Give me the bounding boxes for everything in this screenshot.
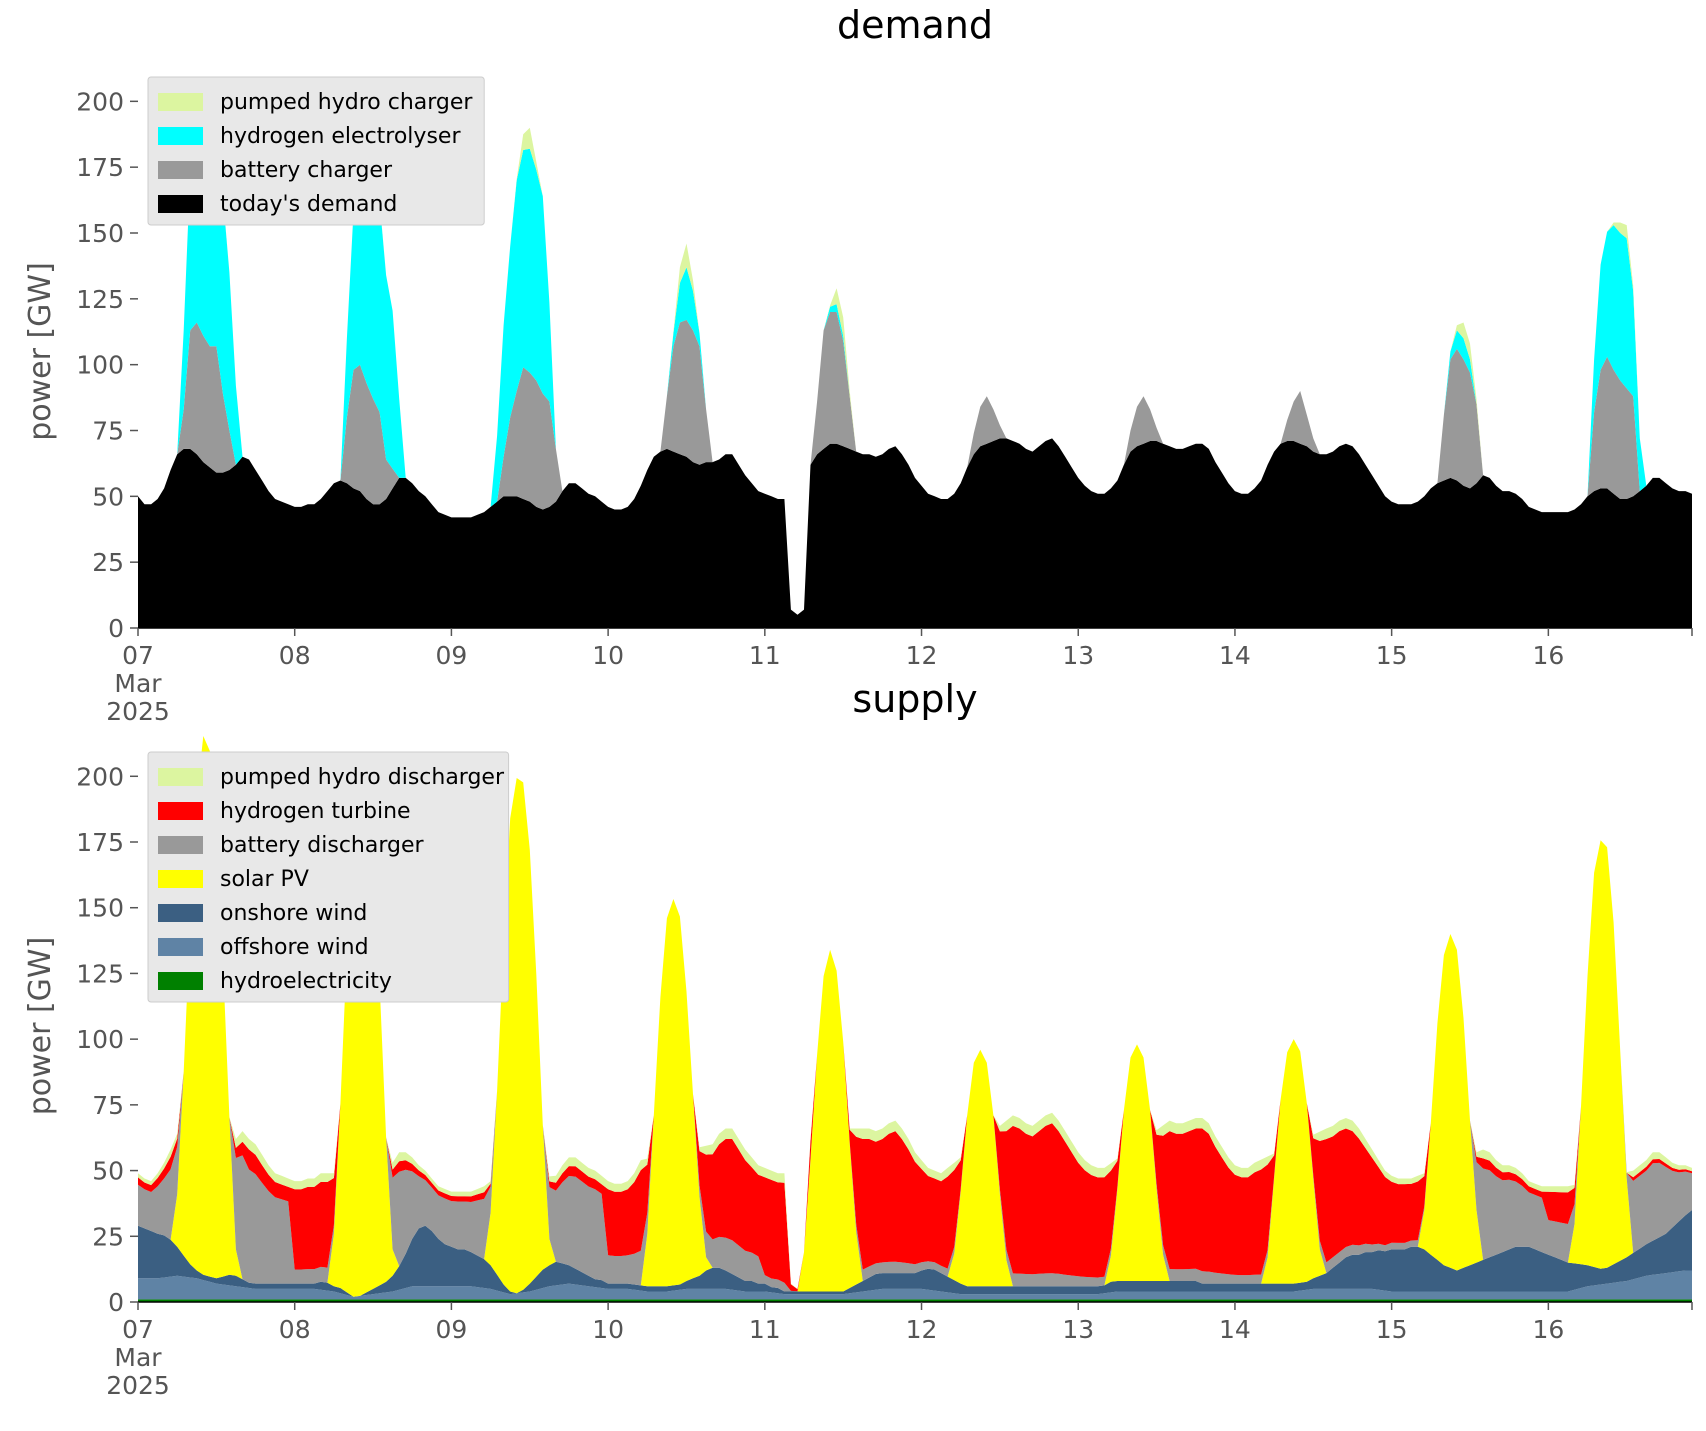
x-tick-label: 16 bbox=[1532, 641, 1564, 670]
x-tick-label: 07 bbox=[122, 641, 154, 670]
area-battery-charger bbox=[138, 312, 1692, 615]
x-tick-label: 13 bbox=[1062, 641, 1094, 670]
legend-label-battery-discharger: battery discharger bbox=[220, 833, 425, 858]
legend-swatch-solar-pv bbox=[158, 870, 203, 888]
legend: pumped hydro charger hydrogen electrolyse… bbox=[147, 76, 485, 226]
y-tick-label: 125 bbox=[76, 285, 124, 314]
y-tick-label: 100 bbox=[76, 1025, 124, 1054]
x-tick-label: 07 bbox=[122, 1315, 154, 1344]
y-tick-label: 50 bbox=[92, 1157, 124, 1186]
legend-swatch-onshore-wind bbox=[158, 904, 203, 922]
legend-swatch-today-s-demand bbox=[158, 195, 203, 213]
area-hydrogen-turbine bbox=[138, 736, 1692, 1292]
legend-label-solar-pv: solar PV bbox=[220, 867, 309, 892]
x-tick-label: 15 bbox=[1376, 1315, 1408, 1344]
legend-swatch-hydrogen-turbine bbox=[158, 802, 203, 820]
x-tick-label: 13 bbox=[1062, 1315, 1094, 1344]
legend-swatch-battery-discharger bbox=[158, 836, 203, 854]
x-tick-label: 14 bbox=[1219, 1315, 1251, 1344]
y-tick-label: 200 bbox=[76, 762, 124, 791]
x-tick-label: 08 bbox=[279, 641, 311, 670]
x-tick-label: 09 bbox=[436, 1315, 468, 1344]
legend-label-hydroelectricity: hydroelectricity bbox=[220, 969, 392, 994]
legend-swatch-hydroelectricity bbox=[158, 972, 203, 990]
y-tick-label: 0 bbox=[108, 1288, 124, 1317]
y-tick-label: 100 bbox=[76, 351, 124, 380]
area-hydrogen-electrolyser bbox=[138, 98, 1692, 615]
x-tick-sublabel: Mar bbox=[114, 669, 162, 698]
x-tick-sublabel: 2025 bbox=[106, 697, 170, 726]
x-tick-label: 12 bbox=[906, 641, 938, 670]
area-onshore-wind bbox=[138, 1210, 1692, 1297]
legend-box bbox=[147, 751, 510, 1003]
x-tick-label: 10 bbox=[592, 641, 624, 670]
chart-title: supply bbox=[852, 677, 977, 721]
y-tick-label: 0 bbox=[108, 614, 124, 643]
area-battery-discharger bbox=[138, 736, 1692, 1292]
x-tick-label: 16 bbox=[1532, 1315, 1564, 1344]
x-tick-label: 12 bbox=[906, 1315, 938, 1344]
x-tick-label: 09 bbox=[436, 641, 468, 670]
y-tick-label: 175 bbox=[76, 153, 124, 182]
y-axis-label: power [GW] bbox=[23, 262, 58, 441]
legend-swatch-pumped-hydro-charger bbox=[158, 93, 203, 111]
chart-title: demand bbox=[837, 3, 993, 47]
legend-label-pumped-hydro-discharger: pumped hydro discharger bbox=[220, 765, 505, 790]
y-axis-label: power [GW] bbox=[23, 937, 58, 1116]
legend-swatch-pumped-hydro-discharger bbox=[158, 768, 203, 786]
legend-label-offshore-wind: offshore wind bbox=[220, 935, 369, 960]
legend: pumped hydro discharger hydrogen turbine b… bbox=[147, 751, 510, 1003]
y-tick-label: 25 bbox=[92, 548, 124, 577]
y-tick-label: 50 bbox=[92, 482, 124, 511]
legend-swatch-battery-charger bbox=[158, 161, 203, 179]
chart-panel-supply: supply power [GW] 0 25 50 75 100 125 150 175 200 07… bbox=[23, 677, 1693, 1400]
y-tick-label: 175 bbox=[76, 828, 124, 857]
legend-label-pumped-hydro-charger: pumped hydro charger bbox=[220, 90, 473, 115]
chart-panel-demand: demand power [GW] 0 25 50 75 100 125 150 175 200 07… bbox=[23, 3, 1693, 726]
y-tick-label: 150 bbox=[76, 219, 124, 248]
legend-label-onshore-wind: onshore wind bbox=[220, 901, 367, 926]
x-tick-label: 11 bbox=[749, 1315, 781, 1344]
x-tick-label: 11 bbox=[749, 641, 781, 670]
y-tick-label: 200 bbox=[76, 87, 124, 116]
y-tick-label: 75 bbox=[92, 417, 124, 446]
area-offshore-wind bbox=[138, 1270, 1692, 1300]
legend-label-battery-charger: battery charger bbox=[220, 158, 393, 183]
x-tick-label: 08 bbox=[279, 1315, 311, 1344]
y-tick-label: 75 bbox=[92, 1091, 124, 1120]
area-solar-pv bbox=[138, 736, 1692, 1297]
y-tick-label: 150 bbox=[76, 894, 124, 923]
area-today-s-demand bbox=[138, 438, 1692, 628]
y-tick-label: 125 bbox=[76, 959, 124, 988]
x-tick-label: 10 bbox=[592, 1315, 624, 1344]
legend-swatch-hydrogen-electrolyser bbox=[158, 127, 203, 145]
x-tick-sublabel: 2025 bbox=[106, 1371, 170, 1400]
legend-box bbox=[147, 76, 485, 226]
legend-swatch-offshore-wind bbox=[158, 938, 203, 956]
x-tick-label: 15 bbox=[1376, 641, 1408, 670]
legend-label-hydrogen-electrolyser: hydrogen electrolyser bbox=[220, 124, 461, 149]
legend-label-hydrogen-turbine: hydrogen turbine bbox=[220, 799, 411, 824]
y-tick-label: 25 bbox=[92, 1222, 124, 1251]
legend-label-today-s-demand: today's demand bbox=[220, 192, 397, 217]
x-tick-label: 14 bbox=[1219, 641, 1251, 670]
x-tick-sublabel: Mar bbox=[114, 1343, 162, 1372]
